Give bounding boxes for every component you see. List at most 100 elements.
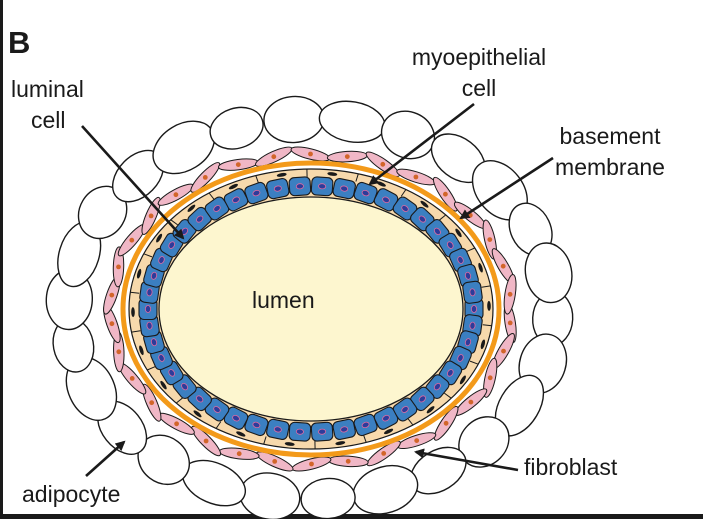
luminal-nucleus <box>150 338 158 347</box>
luminal-nucleus <box>144 305 151 314</box>
myoepithelial-cell-border <box>481 285 491 288</box>
fibroblast-nucleus <box>116 264 121 270</box>
adipocyte-cell <box>318 100 386 143</box>
luminal-nucleus <box>146 288 153 297</box>
luminal-nucleus <box>382 414 390 422</box>
fibroblast-nucleus <box>173 192 179 198</box>
myoepithelial-nucleus <box>327 172 338 176</box>
pointer-arrows <box>81 102 554 477</box>
fibroblast-nucleus <box>443 420 449 426</box>
myoepithelial-nucleus <box>187 204 196 212</box>
fibroblast-nucleus <box>236 451 242 457</box>
luminal-nucleus <box>433 227 441 236</box>
luminal-nucleus <box>469 288 476 297</box>
fibroblast-nucleus <box>129 237 135 243</box>
adipocyte-cell <box>209 106 264 150</box>
basement-membrane <box>120 160 502 458</box>
myoepithelial-cell-border <box>170 219 178 226</box>
luminal-nucleus <box>158 256 165 264</box>
fibroblast-nucleus <box>487 237 493 243</box>
myoepithelial-nucleus <box>459 375 466 385</box>
luminal-nucleus <box>196 215 204 223</box>
luminal-nucleus <box>273 185 282 192</box>
fibroblast-nucleus <box>507 291 513 297</box>
luminal-nucleus <box>252 421 261 429</box>
fibroblast-nucleus <box>271 154 277 160</box>
panel-letter: B <box>8 25 31 60</box>
myoepithelial-cell-border <box>444 392 452 399</box>
myoepithelial-nucleus <box>284 442 295 446</box>
luminal-nucleus <box>457 256 464 264</box>
luminal-nucleus <box>340 426 349 433</box>
myoepithelial-cell-border <box>143 253 153 258</box>
luminal-nucleus <box>295 428 304 435</box>
frame-bottom-border <box>0 514 703 519</box>
fibroblast-nucleus <box>203 438 209 444</box>
fibroblast-nucleus <box>116 349 122 355</box>
luminal-nucleus <box>168 241 176 249</box>
myoepithelial-nucleus <box>193 410 202 418</box>
luminal-cell-arrow <box>81 125 185 240</box>
adipocyte-cell <box>239 472 301 519</box>
myoepithelial-nucleus <box>236 431 246 437</box>
luminal-nucleus <box>361 421 370 429</box>
myoepithelial-cell-border <box>355 173 359 182</box>
myoepithelial-cell-border <box>400 189 407 197</box>
fibroblast-nucleus <box>345 458 351 464</box>
luminal-nucleus <box>464 338 472 347</box>
adipocyte-cell <box>524 242 573 304</box>
myoepithelial-nucleus <box>160 380 167 390</box>
luminal-nucleus <box>433 382 441 391</box>
basement-membrane-label-line2: membrane <box>555 154 665 180</box>
luminal-nucleus <box>401 406 409 413</box>
myoepithelial-cell-border <box>147 366 156 371</box>
fibroblast-nucleus <box>149 400 155 406</box>
myoepithelial-cell-border <box>208 192 215 200</box>
fibroblast-nucleus <box>148 213 154 219</box>
myoepithelial-cell-border <box>407 418 414 426</box>
luminal-nucleus <box>418 395 426 403</box>
myoepithelial-nucleus <box>384 428 394 435</box>
myoepithelial-nucleus <box>228 183 238 190</box>
myoepithelial-cell-border <box>215 421 222 429</box>
luminal-cell-layer <box>138 176 484 442</box>
lumen <box>158 196 464 422</box>
fibroblast-nucleus <box>309 461 314 467</box>
myoepithelial-cell-border <box>438 214 447 221</box>
basement-membrane-label: basement membrane <box>550 121 670 183</box>
adipocyte-arrow <box>85 440 126 477</box>
myoepithelial-cell-border <box>466 247 475 252</box>
lumen-label: lumen <box>252 287 315 313</box>
fibroblast-nucleus <box>501 348 506 354</box>
fibroblast-nucleus <box>413 174 419 180</box>
luminal-nucleus <box>469 321 476 330</box>
myoepithelial-nucleus <box>156 233 163 243</box>
luminal-nucleus <box>146 321 153 330</box>
myoepithelial-cell-border <box>255 175 259 184</box>
fibroblast-nucleus <box>129 376 135 381</box>
fibroblast-nucleus <box>381 451 387 456</box>
fibroblast-nucleus <box>109 321 115 327</box>
myoepithelial-nucleus <box>335 441 346 446</box>
luminal-nucleus <box>252 189 261 197</box>
myoepithelial-cell-label-line2: cell <box>461 75 497 101</box>
luminal-nucleus <box>446 241 454 249</box>
adipocyte-cell <box>263 95 325 144</box>
myoepithelial-nucleus <box>455 228 462 238</box>
myoepithelial-cell-border <box>482 324 492 327</box>
lumen-layer <box>158 196 464 422</box>
myoepithelial-cell-label: myoepithelial cell <box>404 42 554 104</box>
fibroblast-nucleus <box>507 320 513 326</box>
myoepithelial-cell-border <box>263 436 267 445</box>
myoepithelial-nucleus <box>139 345 144 356</box>
basement-membrane-arrow <box>459 156 554 220</box>
luminal-nucleus <box>181 382 189 391</box>
fibroblast-label: fibroblast <box>524 454 618 480</box>
luminal-cell-label: luminal cell <box>11 74 84 136</box>
myoepithelial-nucleus <box>478 262 483 273</box>
myoepithelial-nucleus <box>420 200 429 208</box>
fibroblast-nucleus <box>487 375 493 381</box>
myoepithelial-nucleus <box>487 300 491 311</box>
